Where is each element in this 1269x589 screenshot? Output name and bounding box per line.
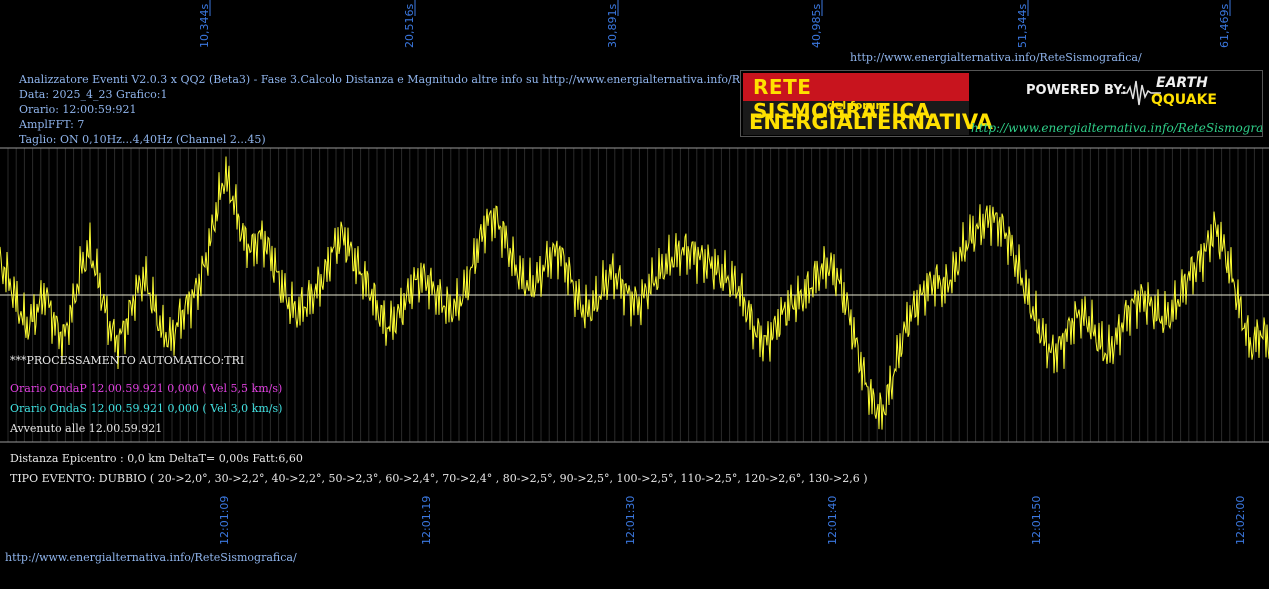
event-time: Avvenuto alle 12.00.59.921 (10, 422, 163, 435)
rete-sismografica-logo[interactable]: RETE SISMOGRAFICA del forum ENERGIALTERN… (740, 70, 1263, 137)
logo-title: RETE SISMOGRAFICA (753, 75, 931, 123)
logo-powered-by: POWERED BY: (1026, 83, 1127, 98)
info-line: Orario: 12:00:59:921 (19, 103, 137, 116)
seismic-wave-icon (1121, 80, 1161, 106)
bottom-tick-label: 12:02:00 (1234, 495, 1247, 545)
logo-red-band (743, 73, 969, 101)
logo-earth-text: EARTH (1156, 75, 1208, 91)
chart-grid (0, 0, 1269, 443)
logo-subtitle: del forum (827, 99, 887, 112)
epicenter-distance: Distanza Epicentro : 0,0 km DeltaT= 0,00… (10, 452, 303, 465)
top-tick-label: 10,344s (198, 3, 211, 48)
bottom-tick-label: 12:01:30 (624, 495, 637, 545)
logo-panel: RETE SISMOGRAFICA del forum ENERGIALTERN… (743, 73, 993, 135)
logo-main-text: ENERGIALTERNATIVA (749, 110, 993, 134)
event-type: TIPO EVENTO: DUBBIO ( 20->2,0°, 30->2,2°… (10, 472, 868, 485)
processing-mode: ***PROCESSAMENTO AUTOMATICO:TRI (10, 354, 245, 367)
trace-layer (0, 156, 1269, 430)
info-line: Analizzatore Eventi V2.0.3 x QQ2 (Beta3)… (19, 73, 785, 86)
bottom-tick-label: 12:01:09 (218, 495, 231, 545)
top-tick-label: 51,344s (1016, 3, 1029, 48)
top-tick-label: 20,516s (403, 3, 416, 48)
info-line: Data: 2025_4_23 Grafico:1 (19, 88, 168, 101)
top-url[interactable]: http://www.energialternativa.info/ReteSi… (850, 51, 1142, 64)
onda-p-time: Orario OndaP 12.00.59.921 0,000 ( Vel 5,… (10, 382, 283, 395)
bottom-tick-label: 12:01:40 (826, 495, 839, 545)
onda-s-time: Orario OndaS 12.00.59.921 0,000 ( Vel 3,… (10, 402, 283, 415)
top-tick-label: 61,469s (1218, 3, 1231, 48)
bottom-tick-label: 12:01:19 (420, 495, 433, 545)
top-tick-label: 40,985s (810, 3, 823, 48)
bottom-tick-label: 12:01:50 (1030, 495, 1043, 545)
seismic-trace (0, 156, 1269, 430)
footer-url[interactable]: http://www.energialternativa.info/ReteSi… (5, 551, 297, 564)
info-line: AmplFFT: 7 (19, 118, 85, 131)
logo-qquake-text: QQUAKE (1151, 92, 1217, 108)
logo-url[interactable]: http://www.energialternativa.info/ReteSi… (971, 121, 1263, 135)
info-line: Taglio: ON 0,10Hz...4,40Hz (Channel 2...… (19, 133, 266, 146)
top-tick-label: 30,891s (606, 3, 619, 48)
